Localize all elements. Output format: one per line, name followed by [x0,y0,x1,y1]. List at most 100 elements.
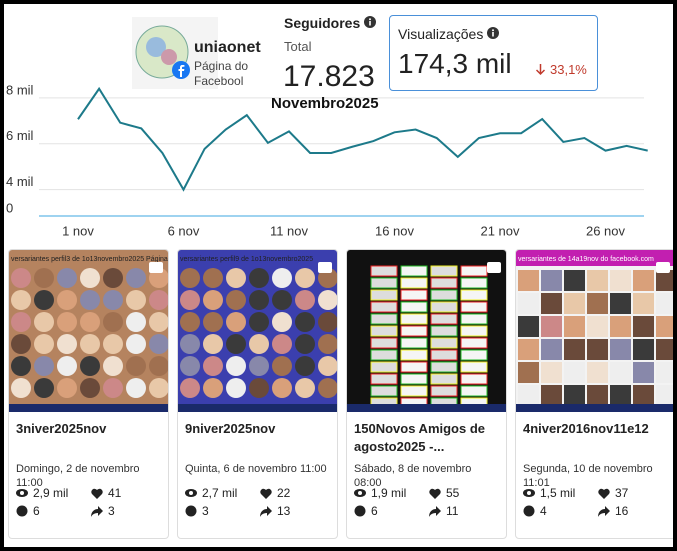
comments-icon [185,505,197,517]
thumb-face [126,356,146,376]
y-tick-label: 6 mil [6,128,34,143]
thumb-face [103,268,123,288]
thumb-cell [400,289,428,301]
thumb-cell [430,325,458,337]
views-stat: 1,5 mil [523,486,575,500]
thumb-face [318,290,337,310]
reactions-icon [260,488,272,499]
thumb-photo [564,339,585,360]
x-tick-label: 16 nov [375,223,415,238]
thumb-face [126,290,146,310]
page-subtitle: Página do Facebool [194,59,249,88]
thumb-cell [400,265,428,277]
thumb-face [249,290,269,310]
thumb-photo [564,362,585,383]
thumb-cell [370,385,398,397]
thumb-photo [587,385,608,406]
thumb-photo [633,362,654,383]
reactions-count: 37 [615,486,629,500]
reel-icon [149,262,163,273]
thumb-face [149,312,168,332]
thumb-face [318,356,337,376]
thumb-cell [460,325,488,337]
comments-count: 4 [540,504,547,518]
post-card[interactable]: versariantes perfil9 de 1o13novembro2025… [177,249,338,539]
views-label: Visualizações [398,26,500,42]
thumb-footer [9,404,168,412]
thumb-face [318,268,337,288]
thumb-face [11,334,31,354]
reactions-count: 22 [277,486,291,500]
thumb-photo [541,316,562,337]
thumb-photo [633,385,654,406]
thumb-face [318,334,337,354]
thumb-face [149,378,168,398]
thumb-face [272,356,292,376]
line-series [77,86,648,192]
thumb-photo [518,385,539,406]
comments-icon [523,505,535,517]
thumb-photo [587,270,608,291]
thumb-face [272,290,292,310]
thumb-cell [400,301,428,313]
thumb-cell [370,373,398,385]
x-tick-label: 26 nov [586,223,626,238]
thumb-face [226,312,246,332]
views-icon [354,489,366,497]
followers-label-text: Seguidores [284,15,361,31]
thumb-photo [587,339,608,360]
comments-icon [354,505,366,517]
followers-value: 17.823 [283,60,375,93]
thumb-cell [400,361,428,373]
comments-stat: 4 [523,504,547,518]
post-card[interactable]: 150Novos Amigos de agosto2025 -... Sábado… [346,249,507,539]
thumb-cell [370,289,398,301]
thumb-face [272,378,292,398]
views-icon [185,489,197,497]
views-icon [523,489,535,497]
thumb-cell [460,337,488,349]
comments-stat: 6 [354,504,378,518]
thumb-caption: versariantes perfil9 de 1o13novembro2025 [180,256,313,263]
thumb-face [249,312,269,332]
y-tick-label: 4 mil [6,174,34,189]
shares-count: 11 [446,504,459,518]
thumb-cell [370,301,398,313]
post-thumbnail: versariantes perfil9 de 1o13novembro2025 [178,250,337,412]
thumb-photo [587,362,608,383]
post-date: Quinta, 6 de novembro 11:00 [185,463,327,475]
thumb-face [80,334,100,354]
thumb-photo [564,385,585,406]
reactions-stat: 22 [260,486,290,500]
shares-icon [429,505,441,517]
views-stat: 2,7 mil [185,486,237,500]
thumb-cell [430,373,458,385]
thumb-photo [633,339,654,360]
views-box[interactable]: Visualizações 174,3 mil 33,1% [389,15,598,91]
thumb-face [57,312,77,332]
views-stat: 1,9 mil [354,486,406,500]
thumb-caption: versariantes de 14a19nov do facebook.com [518,256,654,263]
thumb-cell [370,313,398,325]
thumb-face [249,378,269,398]
post-thumbnail: versariantes de 14a19nov do facebook.com [516,250,673,412]
reactions-stat: 41 [91,486,121,500]
thumb-photo [518,270,539,291]
thumb-face [272,268,292,288]
thumb-cell [400,349,428,361]
post-card[interactable]: versariantes de 14a19nov do facebook.com… [515,249,673,539]
thumb-face [57,268,77,288]
thumb-cell [400,325,428,337]
thumb-photo [541,270,562,291]
post-title: 9niver2025nov [185,421,276,436]
thumb-face [149,290,168,310]
post-title: 150Novos Amigos de agosto2025 -... [354,421,486,454]
thumb-photo [656,339,673,360]
post-card[interactable]: versariantes perfil3 de 1o13novembro2025… [8,249,169,539]
thumb-photo [541,293,562,314]
thumb-face [126,312,146,332]
reactions-stat: 55 [429,486,459,500]
thumb-face [80,356,100,376]
comments-count: 6 [371,504,378,518]
thumb-face [272,334,292,354]
